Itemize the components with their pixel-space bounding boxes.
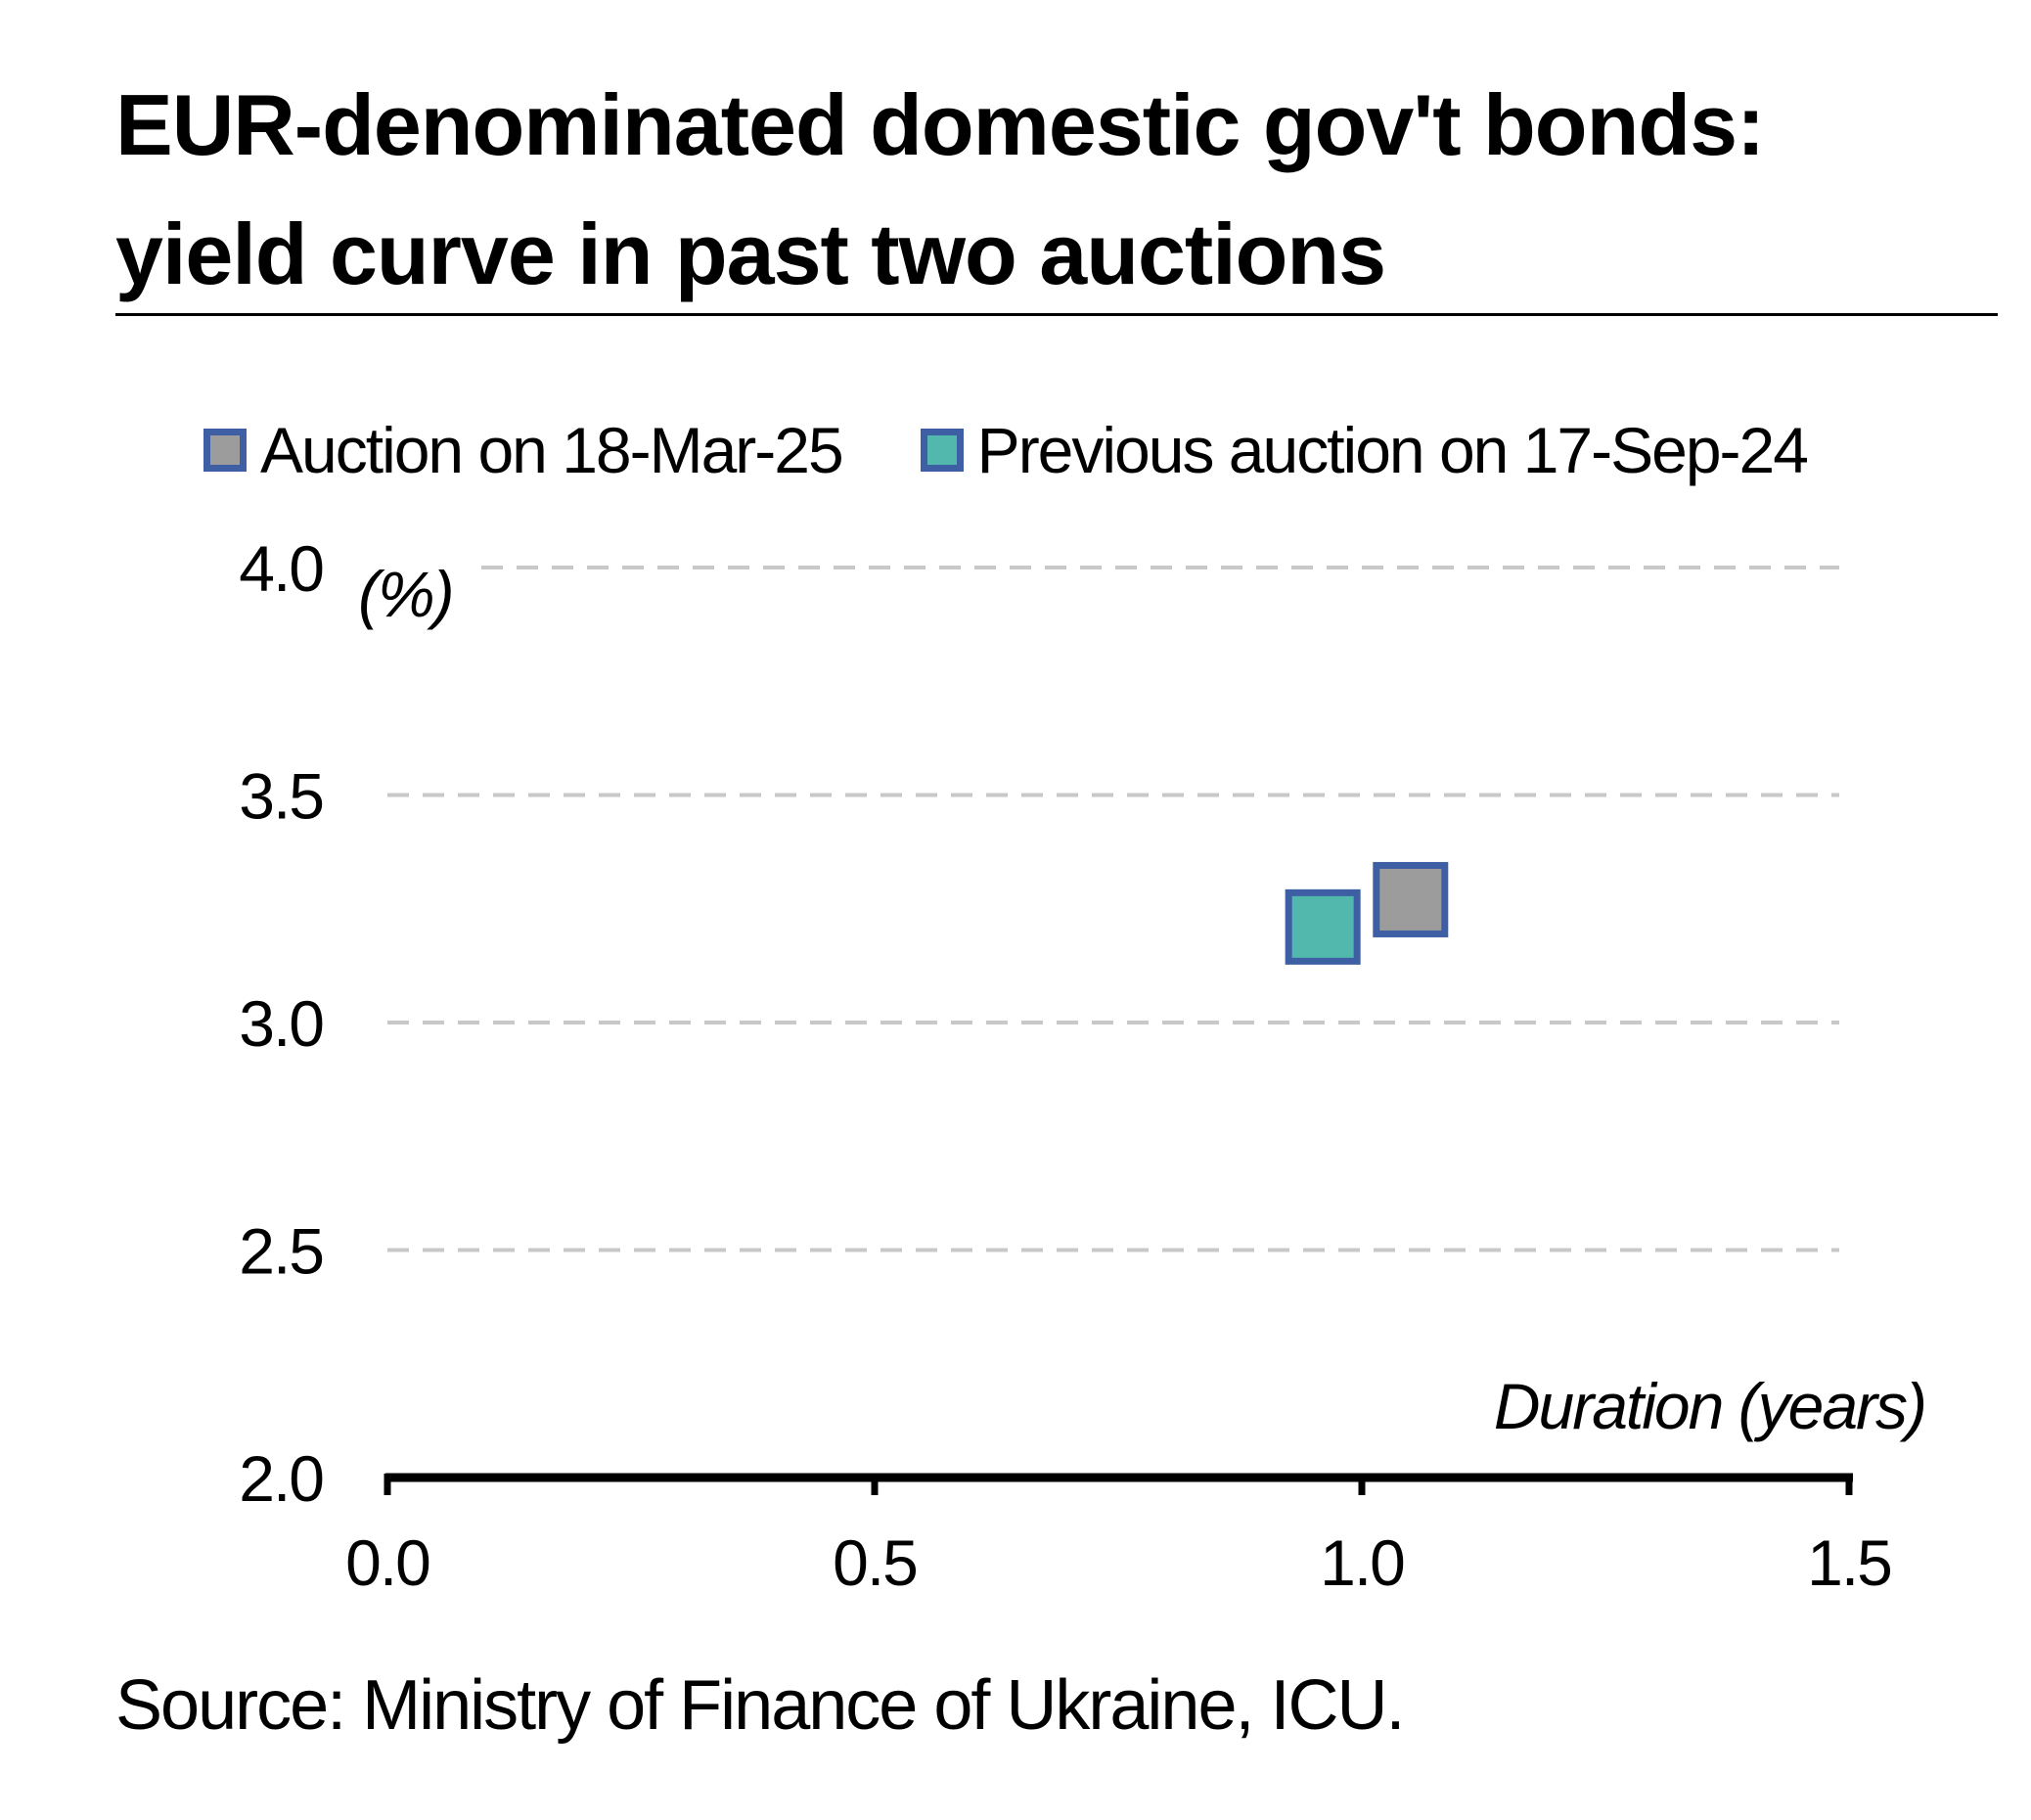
source-note: Source: Ministry of Finance of Ukraine, … bbox=[115, 1666, 1405, 1745]
chart-title-line-2: yield curve in past two auctions bbox=[115, 205, 1386, 302]
x-tick-label: 1.0 bbox=[1320, 1526, 1404, 1599]
y-tick-label: 3.5 bbox=[239, 760, 323, 833]
title-divider bbox=[115, 313, 1998, 316]
legend-item-previous-auction: Previous auction on 17-Sep-24 bbox=[920, 413, 1809, 487]
chart-legend: Auction on 18-Mar-25 Previous auction on… bbox=[203, 411, 1885, 489]
chart-title: EUR-denominated domestic gov't bonds: yi… bbox=[115, 61, 1994, 319]
chart-title-line-1: EUR-denominated domestic gov't bonds: bbox=[115, 76, 1765, 173]
data-point-previous-auction bbox=[1285, 888, 1361, 965]
legend-item-current-auction: Auction on 18-Mar-25 bbox=[203, 413, 844, 487]
legend-swatch-previous-auction bbox=[920, 429, 964, 472]
legend-label-previous-auction: Previous auction on 17-Sep-24 bbox=[976, 414, 1809, 486]
x-axis-label: Duration (years) bbox=[1494, 1370, 1925, 1442]
y-tick-label: 3.0 bbox=[239, 987, 323, 1060]
y-tick-label: 2.5 bbox=[239, 1215, 323, 1288]
x-tick-label: 1.5 bbox=[1807, 1526, 1891, 1599]
data-point-current-auction bbox=[1373, 861, 1449, 937]
legend-swatch-current-auction bbox=[203, 429, 247, 472]
y-axis-label: (%) bbox=[358, 558, 453, 630]
x-tick-label: 0.0 bbox=[345, 1526, 429, 1599]
legend-label-current-auction: Auction on 18-Mar-25 bbox=[260, 414, 844, 486]
scatter-chart: 2.0 2.5 3.0 3.5 4.0 0.0 0.5 1.0 1.5 (%) Duration (… bbox=[239, 532, 1927, 1599]
y-tick-label: 2.0 bbox=[239, 1442, 323, 1515]
x-tick-label: 0.5 bbox=[833, 1526, 917, 1599]
y-tick-label: 4.0 bbox=[239, 532, 323, 605]
